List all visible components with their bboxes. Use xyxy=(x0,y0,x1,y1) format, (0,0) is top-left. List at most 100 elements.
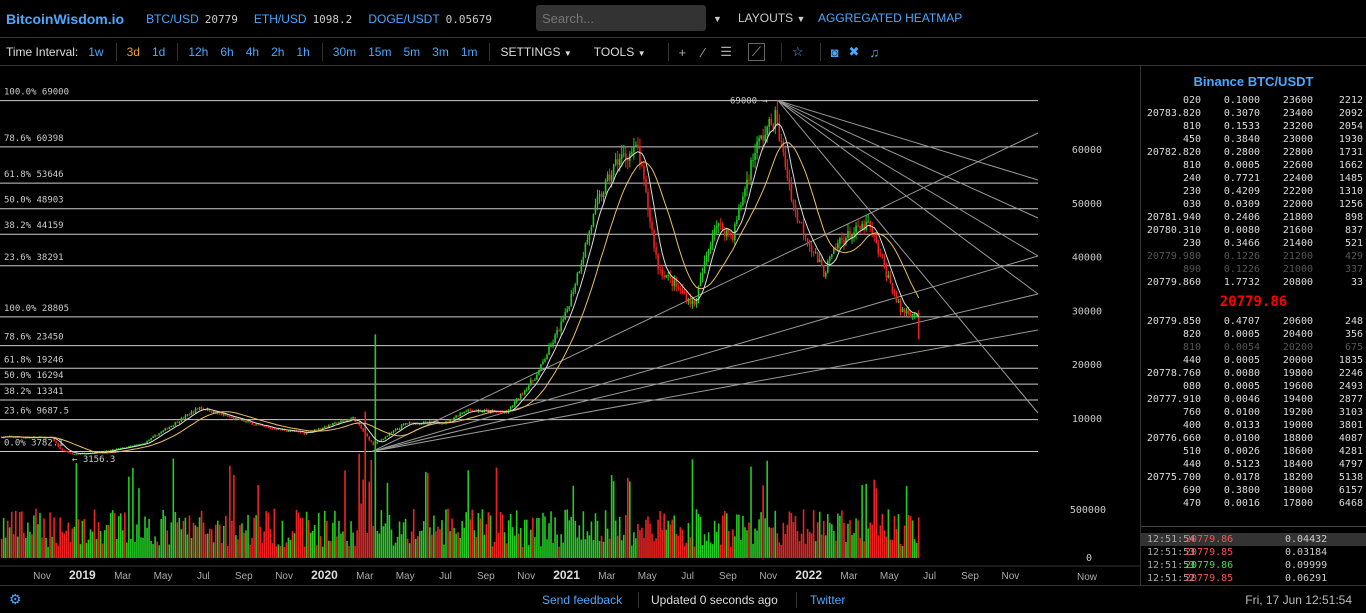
chart-canvas[interactable]: 100.0% 69000 78.6% 60398 61.8% 53646 50.0% … xyxy=(0,66,1140,585)
depth-price: 20200 xyxy=(1282,342,1313,353)
star-icon[interactable]: ☆ xyxy=(792,44,804,59)
aggregated-heatmap-link[interactable]: AGGREGATED HEATMAP xyxy=(818,11,963,25)
candle-body xyxy=(804,234,807,239)
search-input[interactable] xyxy=(536,5,706,31)
order-row[interactable]: 20779.860 1.7732 20800 33 xyxy=(1141,276,1366,289)
order-row[interactable]: 030 0.0309 22000 1256 xyxy=(1141,198,1366,211)
order-row[interactable]: 20781.940 0.2406 21800 898 xyxy=(1141,211,1366,224)
candle-body xyxy=(237,417,239,419)
candle-body xyxy=(285,430,288,432)
interval-1h[interactable]: 1h xyxy=(296,45,310,59)
candle-body xyxy=(681,289,684,294)
candle-body xyxy=(223,414,225,416)
order-row[interactable]: 810 0.0054 20200 675 xyxy=(1141,341,1366,354)
order-row[interactable]: 20777.910 0.0046 19400 2877 xyxy=(1141,393,1366,406)
interval-1d[interactable]: 1d xyxy=(151,45,166,59)
candle-body xyxy=(831,254,833,257)
order-row[interactable]: 400 0.0133 19000 3801 xyxy=(1141,419,1366,432)
order-row[interactable]: 20778.760 0.0080 19800 2246 xyxy=(1141,367,1366,380)
gann-fan-line[interactable] xyxy=(371,329,1039,452)
interval-12h[interactable]: 12h xyxy=(188,45,209,59)
order-row[interactable]: 230 0.4209 22200 1310 xyxy=(1141,185,1366,198)
order-row[interactable]: 510 0.0026 18600 4281 xyxy=(1141,445,1366,458)
interval-1w[interactable]: 1w xyxy=(88,45,104,59)
candle-body xyxy=(802,223,805,235)
order-row[interactable]: 20779.980 0.1226 21200 429 xyxy=(1141,250,1366,263)
interval-15m[interactable]: 15m xyxy=(368,45,392,59)
trade-amount: 0.06291 xyxy=(1285,573,1328,584)
volume-bar xyxy=(360,503,362,558)
gann-fan-line[interactable] xyxy=(371,132,1039,452)
candle-body xyxy=(723,231,726,237)
gann-fan-line[interactable] xyxy=(777,100,1039,257)
volume-bar xyxy=(572,485,575,558)
volume-bar xyxy=(542,512,544,558)
camera-icon[interactable]: ◙ xyxy=(830,44,839,60)
order-row[interactable]: 020 0.1000 23600 2212 xyxy=(1141,94,1366,107)
candle-body xyxy=(679,288,682,290)
ticker-eth[interactable]: ETH/USD 1098.2 xyxy=(254,12,352,26)
tools-menu[interactable]: TOOLS ▼ xyxy=(594,45,646,59)
interval-6h[interactable]: 6h xyxy=(220,45,234,59)
order-row[interactable]: 820 0.0005 20400 356 xyxy=(1141,328,1366,341)
gann-fan-line[interactable] xyxy=(777,100,1039,219)
order-row[interactable]: 20775.700 0.0178 18200 5138 xyxy=(1141,471,1366,484)
order-row[interactable]: 20783.820 0.3070 23400 2092 xyxy=(1141,107,1366,120)
settings-gear-icon[interactable]: ⚙ xyxy=(9,591,22,607)
volume-bar xyxy=(843,522,845,558)
interval-1m[interactable]: 1m xyxy=(460,45,478,59)
order-row[interactable]: 890 0.1226 21000 337 xyxy=(1141,263,1366,276)
interval-4h[interactable]: 4h xyxy=(245,45,260,59)
volume-bar xyxy=(422,521,425,558)
logo[interactable]: BitcoinWisdom.io xyxy=(6,10,125,27)
candle-body xyxy=(406,423,409,425)
candle-body xyxy=(170,425,173,428)
interval-2h[interactable]: 2h xyxy=(271,45,285,59)
order-row[interactable]: 20780.310 0.0080 21600 837 xyxy=(1141,224,1366,237)
gann-fan-line[interactable] xyxy=(777,100,1039,414)
volume-bar xyxy=(33,515,35,558)
order-row[interactable]: 440 0.0005 20000 1835 xyxy=(1141,354,1366,367)
order-row[interactable]: 470 0.0016 17800 6468 xyxy=(1141,497,1366,510)
settings-menu[interactable]: SETTINGS ▼ xyxy=(500,45,571,59)
bell-icon[interactable]: ♫ xyxy=(869,44,880,60)
order-row[interactable]: 450 0.3840 23000 1930 xyxy=(1141,133,1366,146)
interval-3m[interactable]: 3m xyxy=(432,45,449,59)
candle-body xyxy=(178,421,181,423)
line-icon[interactable]: ∕ xyxy=(702,44,705,60)
ticker-doge[interactable]: DOGE/USDT 0.05679 xyxy=(368,12,492,26)
order-row[interactable]: 240 0.7721 22400 1485 xyxy=(1141,172,1366,185)
order-row[interactable]: 20779.850 0.4707 20600 248 xyxy=(1141,315,1366,328)
gann-fan-line[interactable] xyxy=(777,100,1039,181)
candle-body xyxy=(762,135,764,141)
interval-5m[interactable]: 5m xyxy=(403,45,421,59)
order-row[interactable]: 20782.820 0.2800 22800 1731 xyxy=(1141,146,1366,159)
order-row[interactable]: 760 0.0100 19200 3103 xyxy=(1141,406,1366,419)
horizontal-lines-icon[interactable]: ☰ xyxy=(720,44,732,59)
order-row[interactable]: 440 0.5123 18400 4797 xyxy=(1141,458,1366,471)
gann-fan-line[interactable] xyxy=(777,100,1039,295)
candle-body xyxy=(810,245,813,252)
crosshair-icon[interactable]: + xyxy=(678,44,687,60)
interval-30m[interactable]: 30m xyxy=(332,45,357,59)
order-row[interactable]: 230 0.3466 21400 521 xyxy=(1141,237,1366,250)
order-row[interactable]: 080 0.0005 19600 2493 xyxy=(1141,380,1366,393)
send-feedback-link[interactable]: Send feedback xyxy=(542,593,623,607)
interval-3d[interactable]: 3d xyxy=(126,45,140,59)
ticker-btc[interactable]: BTC/USD 20779 xyxy=(146,12,238,26)
search-dropdown-icon[interactable]: ▼ xyxy=(713,14,722,24)
volume-bar xyxy=(744,527,746,558)
order-row[interactable]: 810 0.1533 23200 2054 xyxy=(1141,120,1366,133)
candle-body xyxy=(422,421,425,424)
price-chart[interactable]: 100.0% 69000 78.6% 60398 61.8% 53646 50.0% … xyxy=(0,66,1140,585)
order-row[interactable]: 690 0.3800 18000 6157 xyxy=(1141,484,1366,497)
fan-icon[interactable]: ⟋ xyxy=(747,43,766,61)
twitter-link[interactable]: Twitter xyxy=(810,593,846,607)
order-row[interactable]: 810 0.0005 22600 1662 xyxy=(1141,159,1366,172)
gann-fan-line[interactable] xyxy=(371,293,1039,452)
gann-fan-line[interactable] xyxy=(371,255,1039,452)
fullscreen-icon[interactable]: ✖ xyxy=(848,44,860,59)
order-row[interactable]: 20776.660 0.0100 18800 4087 xyxy=(1141,432,1366,445)
layouts-menu[interactable]: LAYOUTS ▼ xyxy=(738,11,805,25)
order-price: 230 xyxy=(1182,186,1201,197)
